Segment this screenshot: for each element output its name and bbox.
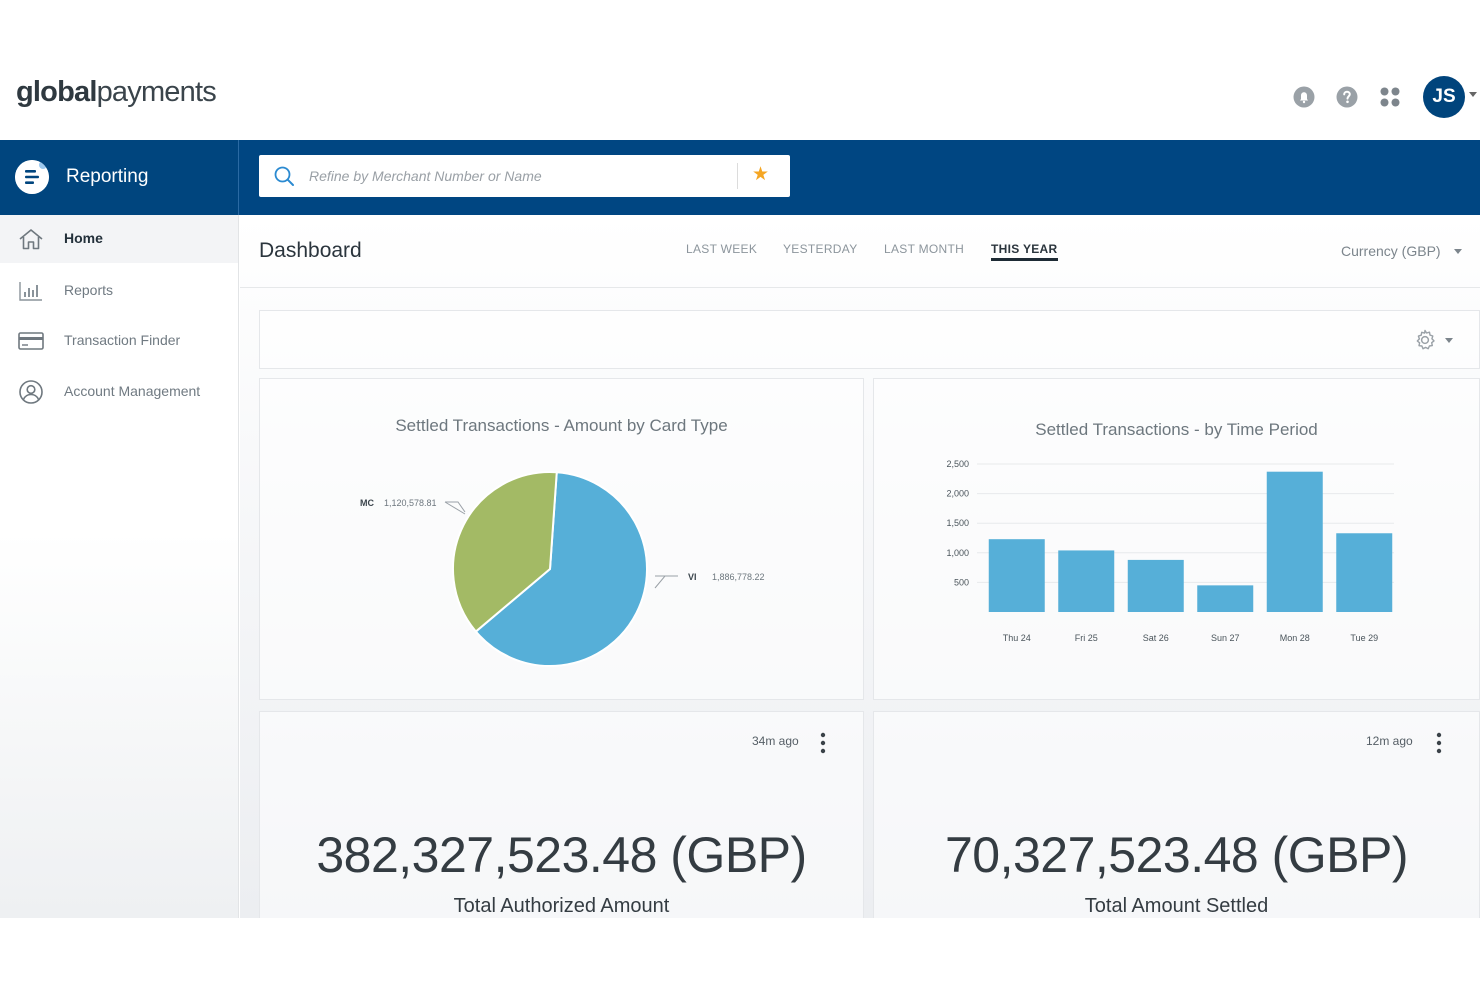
total-authorized-label: Total Authorized Amount [453,895,670,917]
more-options-icon[interactable] [1436,732,1442,754]
pie-slice-mc[interactable] [452,471,558,633]
gear-icon[interactable] [1413,328,1437,352]
total-settled-card: 12m ago 70,327,523.48 (GBP) Total Amount… [873,711,1480,918]
logo-bold-text: global [16,76,97,108]
chevron-down-icon[interactable] [1454,249,1462,254]
updated-time: 34m ago [752,734,799,748]
bar-tue-29[interactable] [1336,533,1393,612]
y-tick-label: 500 [954,577,969,587]
sidebar-item-label: Home [64,230,103,246]
chevron-down-icon[interactable] [1469,92,1477,97]
user-circle-icon [19,380,43,404]
chevron-down-icon[interactable] [1445,338,1453,343]
merchant-search-box: ★ [259,155,790,197]
x-tick-label: Sat 26 [1143,633,1169,643]
user-avatar[interactable]: JS [1423,76,1465,118]
tab-last-month[interactable]: LAST MONTH [884,242,965,256]
pie-leader-line [444,501,466,515]
bar-fri-25[interactable] [1058,550,1115,612]
pie-leader-line [654,575,678,589]
tab-yesterday[interactable]: YESTERDAY [783,242,858,256]
chart-title: Settled Transactions - Amount by Card Ty… [395,416,728,435]
pie-value-vi: 1,886,778.22 [712,572,765,582]
more-options-icon[interactable] [820,732,826,754]
bar-thu-24[interactable] [988,539,1045,612]
help-icon[interactable] [1336,86,1358,108]
page-title: Dashboard [259,239,362,262]
sidebar-item-transaction-finder[interactable]: Transaction Finder [0,317,238,365]
bar-chart-icon [19,282,42,301]
sidebar-nav: Home Reports Transaction Finder [0,215,239,918]
tab-this-year[interactable]: THIS YEAR [991,242,1058,261]
total-authorized-value: 382,327,523.48 (GBP) [316,827,807,883]
card-type-pie-chart: MC 1,120,578.81 VI 1,886,778.22 [360,471,765,667]
pie-label-vi: VI [688,572,697,582]
time-period-chart-card: Settled Transactions - by Time Period 50… [873,378,1480,700]
sidebar-item-label: Reports [64,282,114,298]
apps-grid-icon[interactable] [1379,86,1401,108]
tab-last-week[interactable]: LAST WEEK [686,242,758,256]
header-divider [240,287,1480,288]
x-tick-label: Mon 28 [1280,633,1310,643]
top-header: globalpayments JS [0,0,1480,140]
reporting-icon [15,160,49,194]
total-settled-value: 70,327,523.48 (GBP) [944,827,1409,883]
sidebar-item-reports[interactable]: Reports [0,267,238,315]
search-icon[interactable] [273,165,295,187]
currency-select[interactable]: Currency (GBP) [1341,243,1441,259]
bar-sun-27[interactable] [1197,585,1254,612]
credit-card-icon [18,332,44,350]
merchant-search-input[interactable] [309,165,729,187]
total-authorized-card: 34m ago 382,327,523.48 (GBP) Total Autho… [259,711,864,918]
x-tick-label: Thu 24 [1003,633,1031,643]
filter-bar-card [259,310,1480,369]
total-settled-label: Total Amount Settled [1084,895,1269,917]
pie-value-mc: 1,120,578.81 [384,498,437,508]
globalpayments-logo[interactable]: globalpayments [16,76,217,109]
sidebar-item-label: Transaction Finder [64,332,181,348]
pie-leader-line [445,501,466,513]
sidebar-item-account-management[interactable]: Account Management [0,368,238,416]
sidebar-item-label: Account Management [64,383,201,399]
logo-light-text: payments [96,76,217,108]
sidebar-item-home[interactable]: Home [0,215,238,263]
y-tick-label: 1,500 [946,518,969,528]
y-tick-label: 1,000 [946,548,969,558]
home-icon [19,229,43,250]
updated-time: 12m ago [1366,734,1413,748]
star-icon[interactable]: ★ [752,164,770,185]
y-tick-label: 2,500 [946,459,969,469]
card-type-chart-card: Settled Transactions - Amount by Card Ty… [259,378,864,700]
reporting-label: Reporting [66,166,149,187]
dashboard-main: Dashboard LAST WEEK YESTERDAY LAST MONTH… [240,215,1480,918]
pie-label-mc: MC [360,498,374,508]
bar-mon-28[interactable] [1266,471,1323,612]
x-tick-label: Fri 25 [1075,633,1098,643]
app-content: globalpayments JS Reporting [0,0,1480,918]
chart-title: Settled Transactions - by Time Period [1035,420,1318,439]
bar-sat-26[interactable] [1127,559,1184,612]
time-period-bar-chart: 500 1,000 1,500 2,000 2,500 Thu 24 Fri 25 Sat 2… [946,459,1394,643]
x-tick-label: Tue 29 [1350,633,1378,643]
search-divider [737,163,738,189]
y-tick-label: 2,000 [946,489,969,499]
bell-icon[interactable] [1293,86,1315,108]
pie-slice-vi[interactable] [474,471,648,667]
x-tick-label: Sun 27 [1211,633,1240,643]
